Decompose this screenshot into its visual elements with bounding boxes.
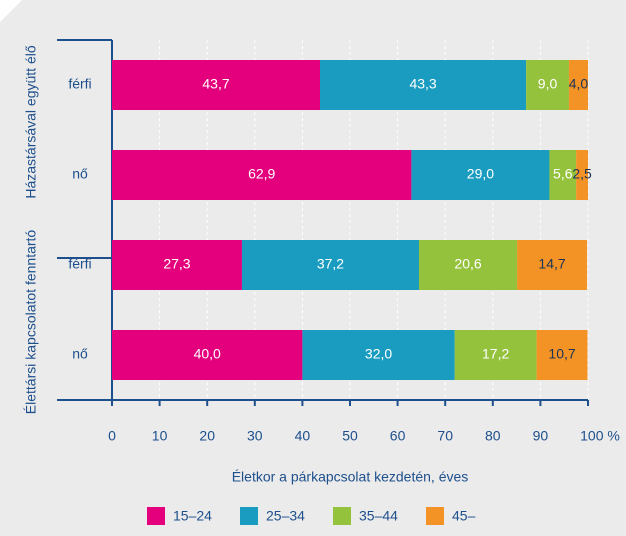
bar-segment xyxy=(411,150,550,200)
bar-segment xyxy=(549,150,577,200)
x-tick-label: 70 xyxy=(437,428,453,444)
data-label: 43,3 xyxy=(409,76,436,92)
bar-segment xyxy=(536,330,588,380)
x-tick-label: 50 xyxy=(342,428,358,444)
legend-label: 15–24 xyxy=(173,508,212,524)
x-tick-label: 10 xyxy=(152,428,168,444)
x-tick-label: 60 xyxy=(390,428,406,444)
bar-segment xyxy=(112,240,242,290)
bar-segment xyxy=(526,60,569,110)
data-label: 4,0 xyxy=(569,76,589,92)
data-label: 32,0 xyxy=(365,346,392,362)
legend-label: 45– xyxy=(452,508,476,524)
x-tick-label: 20 xyxy=(199,428,215,444)
x-tick-label: 30 xyxy=(247,428,263,444)
data-label: 40,0 xyxy=(194,346,221,362)
data-label: 29,0 xyxy=(467,166,494,182)
bar-segment xyxy=(241,240,420,290)
data-label: 37,2 xyxy=(317,256,344,272)
bar-segment xyxy=(320,60,527,110)
y-tick-label: nő xyxy=(72,346,88,362)
legend-swatch xyxy=(147,507,165,525)
data-label: 14,7 xyxy=(538,256,565,272)
legend-label: 35–44 xyxy=(359,508,398,524)
data-label: 2,5 xyxy=(572,166,592,182)
bar-segment xyxy=(112,60,321,110)
data-label: 10,7 xyxy=(548,346,575,362)
x-tick-label: 40 xyxy=(295,428,311,444)
bar-segment xyxy=(112,150,412,200)
x-tick-label: 0 xyxy=(108,428,116,444)
x-tick-label: 90 xyxy=(533,428,549,444)
bar-segment xyxy=(568,60,588,110)
y-tick-label: nő xyxy=(72,166,88,182)
x-tick-label: 80 xyxy=(485,428,501,444)
bar-segment xyxy=(419,240,518,290)
bar-segment xyxy=(517,240,588,290)
group-label: Élettársi kapcsolatot fenntartó xyxy=(23,230,39,415)
data-label: 27,3 xyxy=(163,256,190,272)
corner xyxy=(0,0,22,22)
bar-segment xyxy=(302,330,455,380)
data-label: 62,9 xyxy=(248,166,275,182)
x-axis-title: Életkor a párkapcsolat kezdetén, éves xyxy=(232,469,469,485)
legend-label: 25–34 xyxy=(266,508,305,524)
data-label: 20,6 xyxy=(454,256,481,272)
data-label: 17,2 xyxy=(482,346,509,362)
data-label: 9,0 xyxy=(538,76,558,92)
bar-segment xyxy=(454,330,537,380)
legend-swatch xyxy=(240,507,258,525)
x-tick-label: 100 % xyxy=(580,428,620,444)
legend-swatch xyxy=(333,507,351,525)
data-label: 5,6 xyxy=(553,166,573,182)
group-label: Házastársával együtt élő xyxy=(23,45,39,199)
bar-segment xyxy=(112,330,303,380)
legend-swatch xyxy=(426,507,444,525)
y-tick-label: férfi xyxy=(68,256,91,272)
bar-segment xyxy=(576,150,588,200)
data-label: 43,7 xyxy=(202,76,229,92)
y-tick-label: férfi xyxy=(68,76,91,92)
